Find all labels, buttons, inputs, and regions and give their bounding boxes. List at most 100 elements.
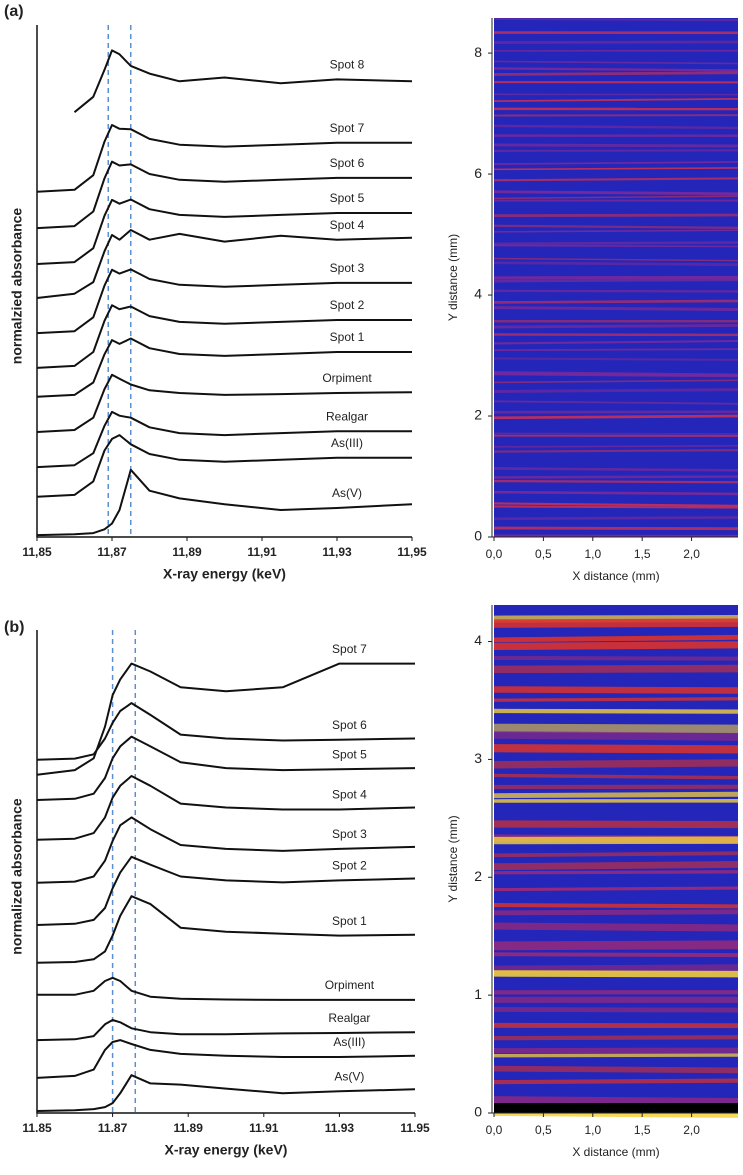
heatmap-stripe <box>494 886 738 892</box>
series-label: Spot 6 <box>330 156 365 170</box>
x-tick-label: 1,0 <box>584 547 601 561</box>
spectrum <box>36 229 413 299</box>
y-tick-label: 6 <box>474 165 482 181</box>
series-label: Spot 7 <box>332 642 367 656</box>
y-tick-label: 2 <box>474 868 482 884</box>
heatmap-stripe <box>494 467 738 472</box>
heatmap-stripe <box>494 340 738 345</box>
heatmap-stripe <box>494 1035 738 1041</box>
heatmap-stripe <box>494 229 738 233</box>
spectrum <box>36 1019 416 1042</box>
heatmap-stripe <box>494 306 738 312</box>
spectrum <box>36 304 412 369</box>
heatmap-stripe <box>494 534 738 537</box>
x-tick-label: 2,0 <box>683 547 700 561</box>
heatmap-edge <box>494 1103 738 1113</box>
heatmap-stripe <box>494 730 738 741</box>
heatmap-stripe <box>494 224 738 230</box>
series-label: As(V) <box>334 1069 364 1083</box>
heatmap-stripe <box>494 1047 738 1054</box>
x-tick-label: 11.85 <box>22 1121 52 1135</box>
x-axis-title: X-ray energy (keV) <box>165 1142 288 1158</box>
heatmap-stripe <box>494 40 738 44</box>
heatmap-stripe <box>494 93 738 96</box>
series-label: Spot 6 <box>332 718 367 732</box>
heatmap-stripe <box>494 177 738 182</box>
heatmap-stripe <box>494 479 738 484</box>
heatmap-stripe <box>494 278 738 283</box>
x-tick-label: 11,95 <box>397 545 427 559</box>
heatmap-stripe <box>494 275 738 280</box>
y-tick-label: 4 <box>474 632 482 648</box>
heatmap-stripe <box>494 199 738 202</box>
heatmap-stripe <box>494 449 738 453</box>
heatmap-stripe <box>494 970 738 978</box>
x-tick-label: 11,93 <box>322 545 352 559</box>
heatmap-stripe <box>494 1078 738 1085</box>
heatmap-stripe <box>494 241 738 246</box>
heatmap-stripe <box>494 143 738 148</box>
heatmap-stripe <box>494 320 738 323</box>
heatmap-stripe <box>494 641 738 651</box>
heatmap-stripe <box>494 773 738 780</box>
heatmap-stripe <box>494 432 738 435</box>
heatmap-stripe <box>494 851 738 858</box>
heatmap-stripe <box>494 49 738 52</box>
heatmap-stripe <box>494 502 738 507</box>
spectrum <box>36 410 412 469</box>
y-tick-label: 2 <box>474 407 482 423</box>
heatmap-stripe <box>494 723 738 734</box>
heatmap-stripe <box>494 134 738 137</box>
series-label: As(III) <box>333 1035 365 1049</box>
x-tick-label: 11,91 <box>247 545 277 559</box>
x-tick-label: 0,0 <box>486 547 503 561</box>
heatmap-stripe <box>494 784 738 790</box>
heatmap-stripe <box>494 348 738 352</box>
heatmap-stripe <box>494 708 738 714</box>
heatmap-stripe <box>494 333 738 337</box>
y-tick-label: 8 <box>474 44 482 60</box>
heatmap-stripe <box>494 505 738 509</box>
x-axis-title: X-ray energy (keV) <box>163 566 286 582</box>
spectrum <box>36 124 412 193</box>
heatmap-stripe <box>494 516 738 521</box>
spectrum <box>36 268 412 335</box>
heatmap-stripe <box>494 107 738 111</box>
x-axis-title: X distance (mm) <box>572 569 659 583</box>
series-label: Spot 1 <box>330 330 365 344</box>
heatmap-stripe <box>494 903 738 909</box>
y-tick-label: 0 <box>474 528 482 544</box>
x-axis-title: X distance (mm) <box>572 1145 659 1159</box>
y-axis-title: normalzied absorbance <box>9 208 25 365</box>
heatmap-stripe <box>494 655 738 661</box>
heatmap-stripe <box>494 60 738 65</box>
heatmap-stripe <box>494 1007 738 1013</box>
heatmap-stripe <box>494 244 738 248</box>
x-tick-label: 0,5 <box>535 547 552 561</box>
heatmap-stripe <box>494 31 738 35</box>
heatmap-stripe <box>494 299 738 304</box>
heatmap-stripe <box>494 388 738 393</box>
x-tick-label: 0,0 <box>486 1123 503 1137</box>
series-label: Spot 2 <box>332 859 367 873</box>
heatmap-stripe <box>494 996 738 1003</box>
x-tick-label: 11.93 <box>325 1121 355 1135</box>
heatmap-stripe <box>494 357 738 361</box>
x-tick-label: 1,5 <box>634 1123 651 1137</box>
spectrum <box>36 1074 416 1112</box>
spectrum <box>36 468 413 537</box>
spectrum <box>36 775 416 841</box>
heatmap-stripe <box>494 161 738 165</box>
heatmap-stripe <box>494 195 738 200</box>
heatmap-stripe <box>494 1065 738 1074</box>
heatmap-stripe <box>494 445 738 448</box>
heatmap-stripe <box>494 190 738 196</box>
heatmap-stripe <box>494 71 738 76</box>
heatmap-stripe <box>494 81 738 84</box>
series-label: Orpiment <box>322 371 372 385</box>
heatmap-stripe <box>494 1022 738 1029</box>
x-tick-label: 11,89 <box>172 545 202 559</box>
heatmap-stripe <box>494 820 738 829</box>
series-label: Spot 4 <box>330 218 365 232</box>
heatmap-stripe <box>494 952 738 958</box>
